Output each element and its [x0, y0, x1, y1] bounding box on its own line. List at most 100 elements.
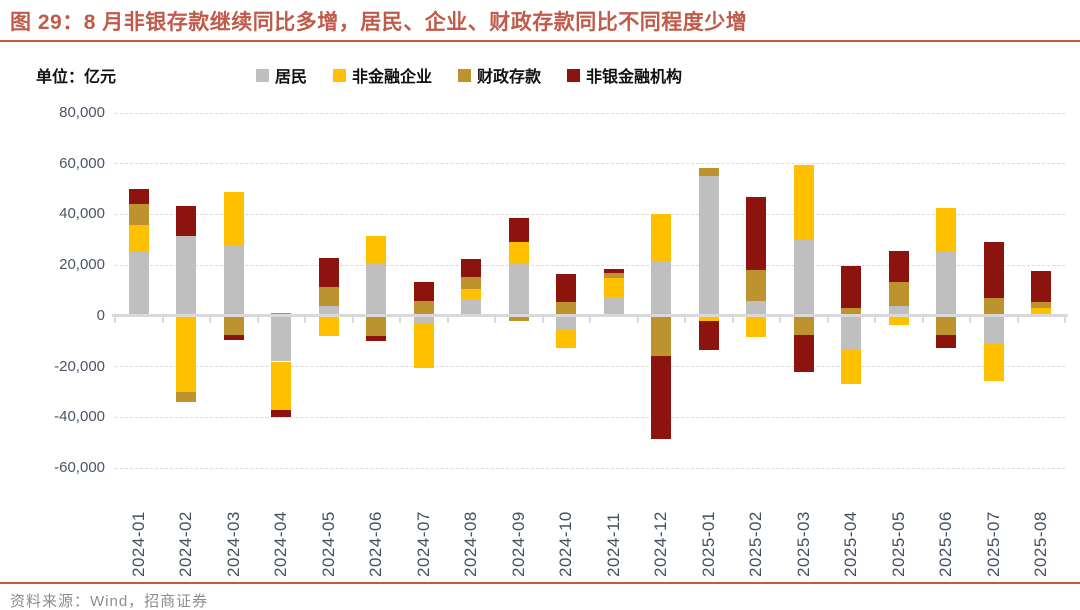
x-axis-tick-label: 2024-12	[651, 511, 671, 577]
y-axis-tick-label: 40,000	[59, 205, 105, 223]
y-axis-tick-label: -60,000	[54, 459, 105, 476]
bar-segment	[271, 315, 292, 362]
bar-segment	[508, 242, 529, 263]
bar-segment	[841, 315, 862, 351]
bar-segment	[698, 315, 719, 321]
bar-segment	[413, 300, 434, 316]
legend-item: 非银金融机构	[567, 63, 682, 87]
bar-segment	[556, 315, 577, 330]
x-axis-tick	[1016, 317, 1019, 324]
unit-label: 单位：亿元	[36, 69, 117, 86]
x-axis-tick	[161, 317, 164, 324]
bar-segment	[888, 305, 909, 316]
x-axis-tick-label: 2025-04	[841, 511, 861, 577]
x-axis-tick	[541, 317, 544, 324]
gridline	[115, 467, 1065, 469]
bar-segment	[983, 242, 1004, 299]
bar-segment	[128, 189, 149, 205]
title-underline	[0, 40, 1080, 42]
bar-segment	[936, 334, 957, 348]
bar-segment	[508, 315, 529, 321]
bar-segment	[128, 224, 149, 253]
bar-segment	[176, 315, 197, 392]
bar-segment	[176, 235, 197, 316]
gridline	[115, 163, 1065, 165]
bar-segment	[366, 315, 387, 337]
x-axis-tick-label: 2025-03	[793, 511, 813, 577]
x-axis-tick	[826, 317, 829, 324]
bar-segment	[318, 257, 339, 287]
bar-segment	[318, 315, 339, 337]
bar-segment	[603, 273, 624, 278]
x-axis-tick	[114, 317, 116, 324]
x-axis-tick-label: 2025-06	[936, 511, 956, 577]
x-axis-tick-label: 2025-07	[983, 511, 1003, 577]
x-axis-tick-label: 2024-01	[128, 511, 148, 577]
bar-segment	[128, 252, 149, 316]
legend-label: 居民	[275, 69, 308, 86]
bar-segment	[318, 286, 339, 306]
legend-item: 非金融企业	[333, 63, 432, 87]
bar-segment	[651, 356, 672, 439]
gridline	[115, 213, 1065, 215]
gridline	[115, 416, 1065, 418]
y-axis-tick-label: 20,000	[59, 256, 105, 274]
x-axis-tick	[731, 317, 734, 324]
bar-segment	[841, 308, 862, 316]
bar-segment	[698, 320, 719, 351]
legend-label: 非金融企业	[352, 69, 433, 86]
x-axis-tick	[636, 317, 639, 324]
bar-segment	[1031, 308, 1052, 316]
x-axis-tick	[969, 317, 971, 324]
bar-segment	[366, 235, 387, 263]
bar-segment	[223, 315, 244, 335]
x-axis-tick-label: 2024-07	[413, 511, 433, 577]
bar-segment	[1031, 271, 1052, 302]
bar-segment	[936, 252, 957, 316]
bar-segment	[461, 289, 482, 300]
bar-segment	[461, 258, 482, 277]
bar-segment	[793, 164, 814, 239]
bar-segment	[888, 315, 909, 325]
x-axis-tick	[304, 317, 306, 324]
bar-segment	[603, 296, 624, 316]
x-axis-tick-label: 2024-06	[366, 511, 386, 577]
legend-swatch-icon	[458, 68, 472, 82]
x-axis-tick	[684, 317, 686, 324]
bar-segment	[271, 361, 292, 410]
footer-rule	[0, 582, 1080, 584]
x-axis-tick-label: 2024-08	[461, 511, 481, 577]
gridline	[115, 112, 1065, 114]
bar-segment	[746, 300, 767, 316]
bar-segment	[746, 196, 767, 271]
y-axis-tick-label: -20,000	[54, 357, 105, 375]
bar-segment	[128, 204, 149, 225]
bar-segment	[461, 299, 482, 316]
bar-segment	[698, 167, 719, 177]
gridline	[115, 366, 1065, 368]
x-axis-tick	[1064, 317, 1066, 324]
x-axis-tick	[351, 317, 354, 324]
bar-segment	[318, 305, 339, 316]
legend-label: 非银金融机构	[586, 69, 683, 86]
x-axis-tick	[874, 317, 876, 324]
bar-segment	[698, 176, 719, 316]
x-axis-tick	[209, 317, 211, 324]
x-axis-tick	[589, 317, 591, 324]
bar-segment	[936, 315, 957, 335]
y-axis-tick-label: -40,000	[54, 408, 105, 426]
bar-segment	[603, 268, 624, 274]
bar-segment	[508, 218, 529, 243]
chart-legend: 居民 非金融企业 财政存款 非银金融机构	[256, 63, 682, 87]
legend-item: 财政存款	[458, 63, 541, 87]
bar-segment	[983, 298, 1004, 316]
bar-segment	[413, 281, 434, 301]
bar-segment	[366, 262, 387, 316]
x-axis-tick	[921, 317, 924, 324]
gridline	[115, 264, 1065, 266]
bar-segment	[461, 276, 482, 290]
x-axis-tick-label: 2025-05	[888, 511, 908, 577]
figure-title: 图 29：8 月非银存款继续同比多增，居民、企业、财政存款同比不同程度少增	[10, 11, 748, 34]
x-axis-tick	[779, 317, 781, 324]
